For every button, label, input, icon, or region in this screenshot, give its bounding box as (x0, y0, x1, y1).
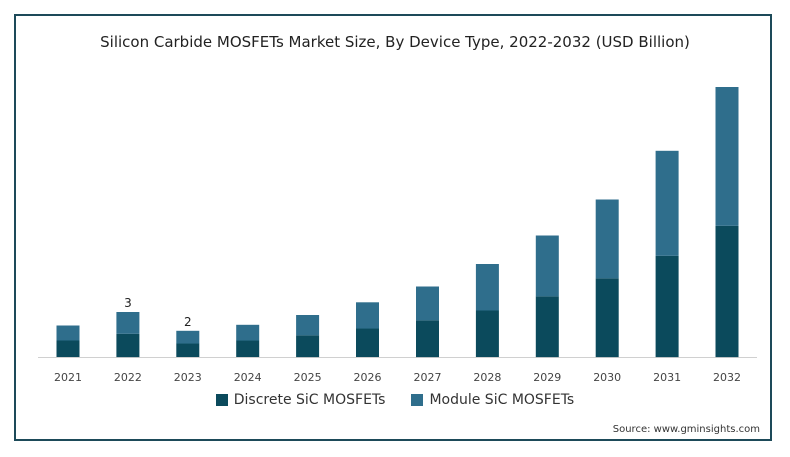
legend-item-module: Module SiC MOSFETs (411, 392, 574, 408)
bar-module-2026 (356, 302, 379, 329)
bar-discrete-2022 (116, 333, 140, 358)
bar-module-2032 (715, 87, 739, 226)
chart-title: Silicon Carbide MOSFETs Market Size, By … (100, 33, 690, 51)
bar-discrete-2031 (655, 255, 679, 358)
bar-module-2028 (475, 264, 499, 311)
bar-discrete-2032 (715, 225, 739, 358)
legend-label-module: Module SiC MOSFETs (429, 392, 575, 408)
bar-discrete-2023 (176, 343, 200, 357)
bar-module-2029 (535, 235, 559, 297)
x-tick-label-2026: 2026 (354, 371, 382, 384)
chart-legend: Discrete SiC MOSFETs Module SiC MOSFETs (0, 392, 790, 408)
bar-discrete-2021 (56, 340, 80, 357)
x-tick-label-2028: 2028 (473, 371, 501, 384)
bar-module-2023 (176, 330, 200, 344)
bar-module-2025 (296, 315, 320, 336)
x-tick-label-2023: 2023 (174, 371, 202, 384)
x-tick-label-2029: 2029 (533, 371, 561, 384)
data-label-2023: 2 (184, 315, 192, 329)
bar-module-2031 (655, 150, 679, 256)
bar-discrete-2030 (595, 278, 619, 358)
bar-module-2030 (595, 199, 619, 279)
legend-swatch-discrete (215, 394, 228, 406)
chart-frame (14, 14, 772, 441)
legend-label-discrete: Discrete SiC MOSFETs (233, 392, 386, 408)
bar-discrete-2025 (296, 335, 320, 358)
bar-discrete-2028 (475, 310, 499, 357)
bar-discrete-2026 (356, 328, 379, 357)
x-tick-label-2021: 2021 (54, 371, 82, 384)
bar-module-2022 (116, 312, 140, 334)
legend-swatch-module (411, 394, 424, 406)
x-tick-label-2022: 2022 (114, 371, 142, 384)
source-note: Source: www.gminsights.com (612, 424, 760, 435)
data-label-2022: 3 (124, 296, 132, 310)
bar-discrete-2027 (416, 320, 439, 358)
x-tick-label-2031: 2031 (653, 371, 681, 384)
x-tick-label-2030: 2030 (593, 371, 621, 384)
bar-module-2027 (416, 286, 439, 321)
bar-discrete-2029 (535, 296, 559, 358)
legend-item-discrete: Discrete SiC MOSFETs (215, 392, 386, 408)
bar-module-2024 (236, 324, 260, 341)
x-tick-label-2024: 2024 (234, 371, 262, 384)
bar-module-2021 (56, 325, 80, 341)
bar-discrete-2024 (236, 340, 260, 357)
x-tick-label-2025: 2025 (294, 371, 322, 384)
x-tick-label-2027: 2027 (414, 371, 442, 384)
x-tick-label-2032: 2032 (713, 371, 741, 384)
